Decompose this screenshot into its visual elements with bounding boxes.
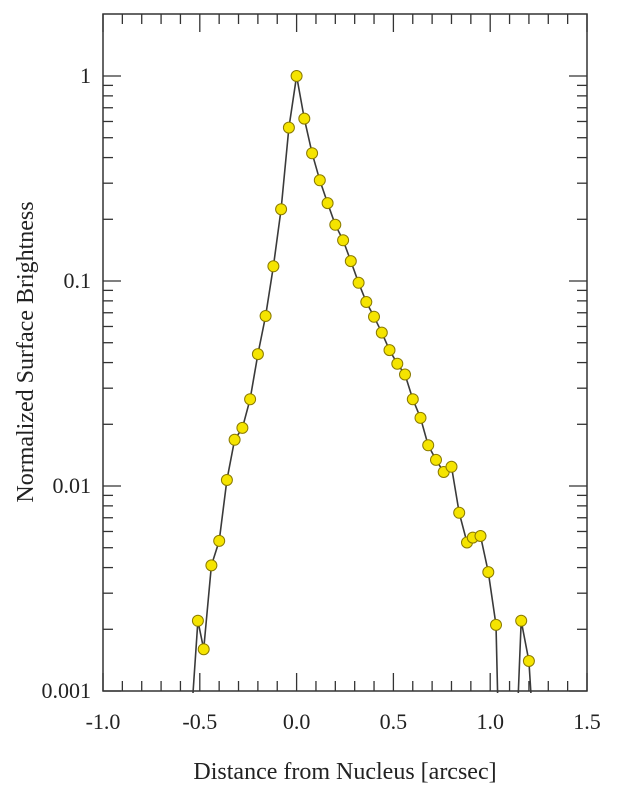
x-tick-label: 1.5	[573, 709, 601, 734]
data-point	[306, 147, 319, 160]
data-point	[228, 433, 241, 446]
data-point	[236, 421, 249, 434]
data-point	[406, 393, 419, 406]
data-point	[430, 453, 442, 466]
data-point	[422, 439, 435, 452]
data-point	[368, 310, 380, 323]
data-point	[251, 348, 264, 361]
data-point	[474, 530, 487, 542]
data-point	[337, 234, 350, 247]
x-tick-label: -1.0	[86, 709, 121, 734]
tick-labels: -1.0 -0.5 0.0 0.5 1.0 1.5 0.001 0.01 0.1 1	[42, 63, 601, 734]
data-point	[205, 559, 218, 572]
data-point	[244, 393, 257, 406]
plot-frame	[102, 13, 588, 692]
data-point	[220, 474, 233, 486]
data-point	[445, 460, 458, 473]
axis-ticks	[102, 14, 588, 692]
x-tick-label: 1.0	[476, 709, 504, 734]
x-tick-label: -0.5	[182, 709, 217, 734]
x-tick-label: 0.0	[283, 709, 311, 734]
data-point	[213, 534, 226, 547]
profile-line	[192, 75, 532, 694]
data-point	[383, 344, 396, 357]
data-point	[267, 260, 280, 273]
data-point	[259, 310, 272, 322]
data-point	[490, 618, 502, 631]
data-point	[197, 643, 210, 656]
data-point	[290, 70, 303, 82]
data-point	[399, 368, 411, 381]
x-tick-label: 0.5	[380, 709, 408, 734]
data-point	[360, 296, 373, 308]
data-point	[375, 326, 388, 339]
y-tick-label: 0.01	[53, 473, 92, 498]
y-tick-label: 1	[80, 63, 91, 88]
data-point	[298, 112, 311, 125]
y-tick-label: 0.1	[64, 268, 92, 293]
data-point	[391, 357, 404, 370]
data-point	[313, 174, 326, 187]
data-point	[453, 506, 466, 519]
data-point	[321, 197, 334, 210]
data-point	[344, 255, 357, 268]
data-point	[414, 411, 427, 424]
data-point	[522, 655, 535, 667]
data-points	[191, 70, 535, 667]
data-point	[482, 566, 495, 579]
data-point	[282, 121, 295, 134]
data-point	[191, 614, 204, 627]
x-axis-title: Distance from Nucleus [arcsec]	[193, 759, 496, 785]
data-point	[352, 276, 365, 289]
data-point	[329, 218, 342, 231]
data-point	[515, 614, 528, 627]
y-tick-label: 0.001	[42, 678, 92, 703]
data-point	[275, 203, 288, 216]
y-axis-title: Normalized Surface Brightness	[13, 201, 39, 502]
